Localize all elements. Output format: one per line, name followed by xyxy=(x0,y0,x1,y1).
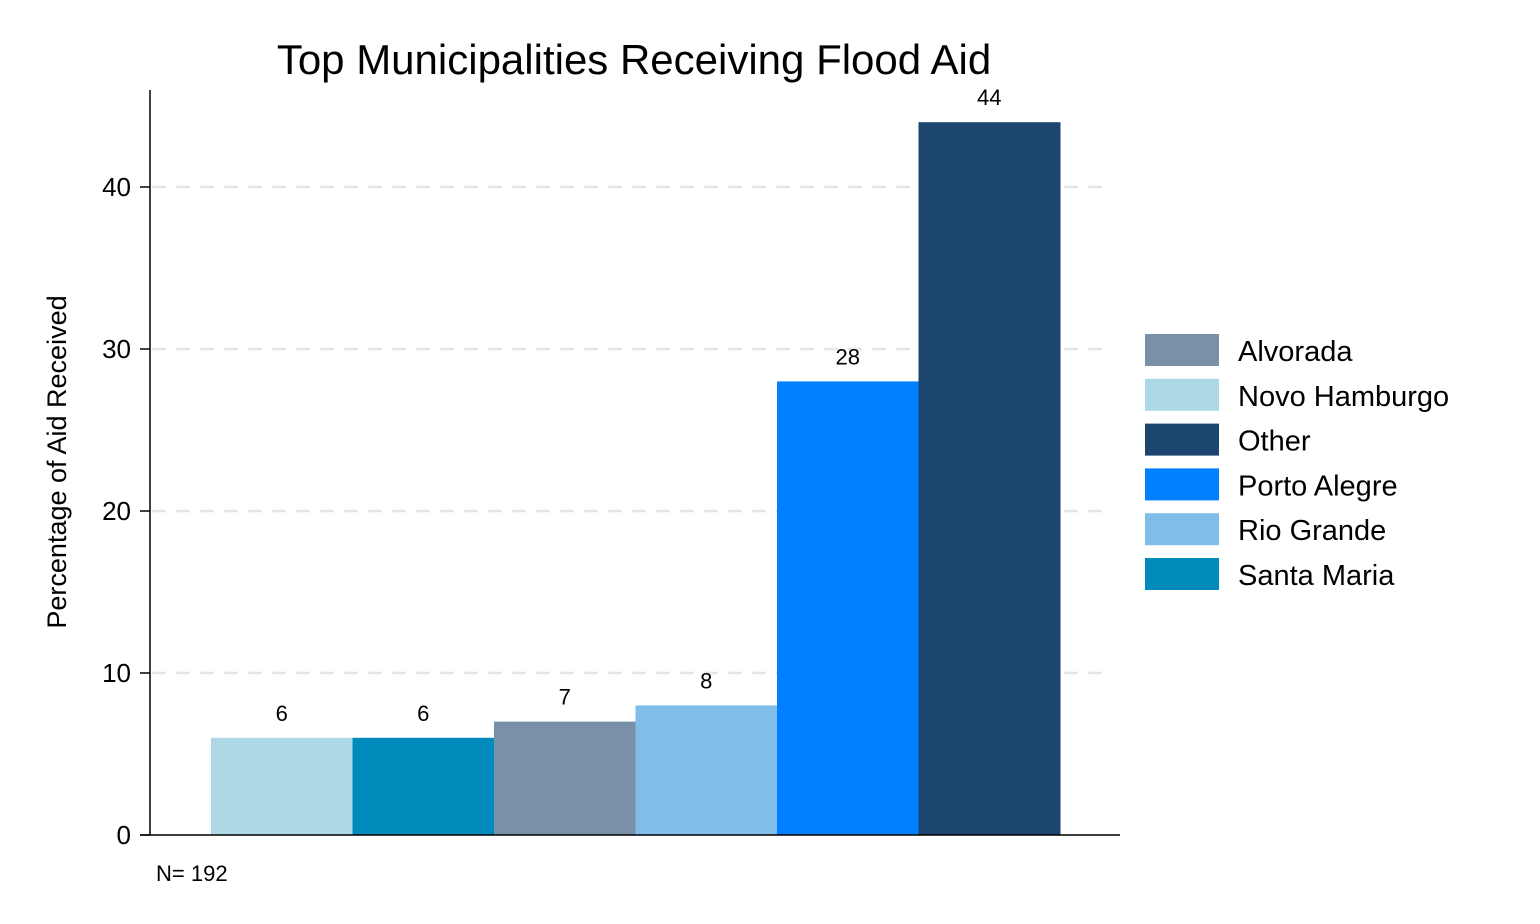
sample-size-note: N= 192 xyxy=(156,861,228,886)
legend-swatch xyxy=(1145,334,1219,366)
chart-title: Top Municipalities Receiving Flood Aid xyxy=(277,36,991,83)
data-label: 6 xyxy=(417,701,429,726)
data-label: 6 xyxy=(276,701,288,726)
y-ticks-group: 0 10 20 30 40 xyxy=(102,172,150,850)
data-label: 28 xyxy=(836,344,860,369)
bar xyxy=(635,705,778,835)
y-tick-label: 10 xyxy=(102,658,131,688)
y-axis-label: Percentage of Aid Received xyxy=(42,295,72,628)
legend-swatch xyxy=(1145,423,1219,456)
legend-label: Rio Grande xyxy=(1238,515,1386,547)
data-label: 7 xyxy=(559,685,571,710)
bar xyxy=(352,737,495,835)
legend-swatch xyxy=(1145,468,1219,501)
legend-swatch xyxy=(1145,558,1219,590)
legend-label: Alvorada xyxy=(1238,336,1353,368)
data-labels-group: 6 6 7 8 28 44 xyxy=(276,85,1002,726)
y-tick-label: 40 xyxy=(102,172,131,202)
data-label: 8 xyxy=(700,668,712,693)
y-tick-label: 30 xyxy=(102,334,131,364)
bar xyxy=(494,721,636,835)
legend-label: Other xyxy=(1238,426,1311,458)
bar xyxy=(777,381,919,835)
bar xyxy=(918,122,1061,835)
legend-label: Novo Hamburgo xyxy=(1238,381,1449,413)
data-label: 44 xyxy=(977,85,1001,110)
legend-label: Porto Alegre xyxy=(1238,470,1398,502)
bar xyxy=(211,737,353,835)
y-tick-label: 20 xyxy=(102,496,131,526)
legend: Alvorada Novo Hamburgo Other Porto Alegre Ri… xyxy=(1145,334,1449,592)
legend-swatch xyxy=(1145,378,1219,411)
y-tick-label: 0 xyxy=(117,820,131,850)
bars-group xyxy=(211,122,1061,835)
legend-label: Santa Maria xyxy=(1238,560,1395,592)
legend-swatch xyxy=(1145,513,1219,546)
